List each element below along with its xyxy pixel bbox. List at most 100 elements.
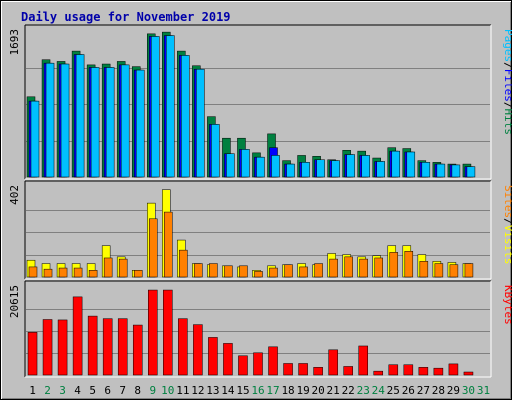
legend-part: Sites	[502, 185, 512, 218]
bar-pages-day-20	[316, 159, 325, 178]
x-tick-label: 14	[221, 384, 235, 397]
x-tick-label: 20	[312, 384, 325, 397]
legend-part: /	[502, 102, 512, 109]
bar-kbytes-day-12	[193, 324, 203, 376]
bar-kbytes-day-8	[132, 324, 143, 376]
x-tick-label: 3	[59, 384, 66, 397]
bar-pages-day-21	[331, 160, 340, 178]
bar-kbytes-day-1	[27, 332, 38, 376]
bar-pages-day-2	[45, 62, 55, 178]
x-tick-label: 26	[402, 384, 415, 397]
bar-pages-day-16	[256, 156, 265, 178]
x-tick-label: 6	[104, 384, 111, 397]
series-legend-label: Sites/Visits	[502, 185, 512, 265]
x-tick-label: 5	[89, 384, 96, 397]
bar-kbytes-day-21	[328, 349, 338, 376]
bar-kbytes-day-30	[463, 371, 474, 376]
legend-part: Files	[502, 69, 512, 102]
bar-sites-day-26	[404, 251, 414, 278]
bar-kbytes-day-23	[358, 345, 368, 376]
chart-panels: 1693Pages/Files/Hits402Sites/Visits20615…	[8, 24, 512, 378]
legend-part: Hits	[502, 109, 512, 136]
bar-kbytes-day-18	[283, 363, 293, 376]
x-tick-label: 21	[327, 384, 340, 397]
x-tick-label: 13	[206, 384, 219, 397]
legend-part: /	[502, 218, 512, 225]
bar-pages-day-28	[436, 163, 446, 178]
bar-sites-day-11	[179, 249, 188, 278]
bar-pages-day-13	[211, 124, 220, 178]
x-tick-label: 7	[119, 384, 126, 397]
series-legend-label: Pages/Files/Hits	[502, 29, 512, 135]
x-tick-label: 9	[149, 384, 156, 397]
bar-kbytes-day-16	[253, 352, 263, 376]
bar-kbytes-day-17	[268, 346, 278, 376]
bar-sites-day-5	[88, 270, 98, 278]
bar-sites-day-23	[359, 258, 368, 278]
x-tick-label: 25	[387, 384, 400, 397]
x-tick-label: 18	[281, 384, 294, 397]
bar-kbytes-day-3	[57, 319, 68, 376]
bar-sites-day-24	[374, 257, 383, 278]
bar-pages-day-15	[241, 149, 250, 178]
bar-pages-day-27	[421, 162, 431, 178]
series-legend-label: KBytes	[502, 285, 512, 325]
bar-pages-day-11	[181, 55, 190, 178]
bar-sites-day-17	[269, 267, 278, 278]
x-tick-label: 10	[161, 384, 174, 397]
bar-sites-day-13	[209, 263, 218, 278]
chart-title: Daily usage for November 2019	[21, 10, 231, 24]
bar-pages-day-6	[105, 67, 115, 178]
x-tick-label: 11	[176, 384, 189, 397]
bar-sites-day-14	[224, 265, 233, 278]
x-tick-label: 28	[432, 384, 445, 397]
legend-part: Visits	[502, 225, 512, 265]
bar-pages-day-14	[226, 153, 235, 178]
bar-pages-day-1	[30, 100, 40, 178]
bar-pages-day-23	[361, 155, 370, 178]
bar-sites-day-22	[344, 256, 353, 278]
bar-sites-day-18	[284, 264, 293, 278]
bar-pages-day-24	[376, 161, 385, 178]
bar-sites-day-8	[133, 270, 143, 278]
bar-sites-day-19	[299, 266, 308, 278]
bar-pages-day-4	[75, 54, 85, 178]
series-kbytes	[27, 289, 474, 376]
bar-sites-day-27	[419, 261, 429, 278]
x-tick-label: 1	[29, 384, 36, 397]
x-tick-label: 17	[266, 384, 279, 397]
bar-kbytes-day-13	[208, 337, 218, 376]
panel-visits: 402 Sites/Visits	[8, 180, 512, 280]
bar-kbytes-day-7	[117, 318, 128, 376]
x-tick-label: 23	[357, 384, 370, 397]
bar-kbytes-day-9	[148, 289, 158, 376]
panel-kbytes: 20615 KBytes	[8, 280, 512, 378]
x-tick-label: 4	[74, 384, 81, 397]
bar-kbytes-day-5	[87, 315, 98, 376]
bar-kbytes-day-6	[102, 318, 113, 376]
bar-sites-day-21	[329, 258, 338, 278]
x-tick-label: 22	[342, 384, 355, 397]
x-tick-label: 31	[477, 384, 490, 397]
x-tick-label: 16	[251, 384, 264, 397]
bar-pages-day-19	[301, 162, 310, 178]
series-pages	[30, 35, 476, 178]
bar-sites-day-16	[254, 271, 263, 278]
series-sites	[28, 211, 474, 278]
bar-pages-day-17	[271, 155, 280, 178]
bar-pages-day-10	[166, 35, 175, 178]
bar-sites-day-28	[434, 263, 444, 278]
x-tick-label: 24	[372, 384, 386, 397]
y-max-label: 1693	[8, 29, 21, 56]
bar-kbytes-day-4	[72, 296, 83, 376]
bar-sites-day-12	[194, 263, 203, 278]
legend-part: Pages	[502, 29, 512, 62]
bar-pages-day-9	[151, 36, 160, 178]
x-tick-label: 2	[44, 384, 51, 397]
bar-sites-day-29	[449, 264, 459, 278]
bar-sites-day-2	[43, 268, 53, 278]
bar-pages-day-5	[90, 67, 100, 178]
